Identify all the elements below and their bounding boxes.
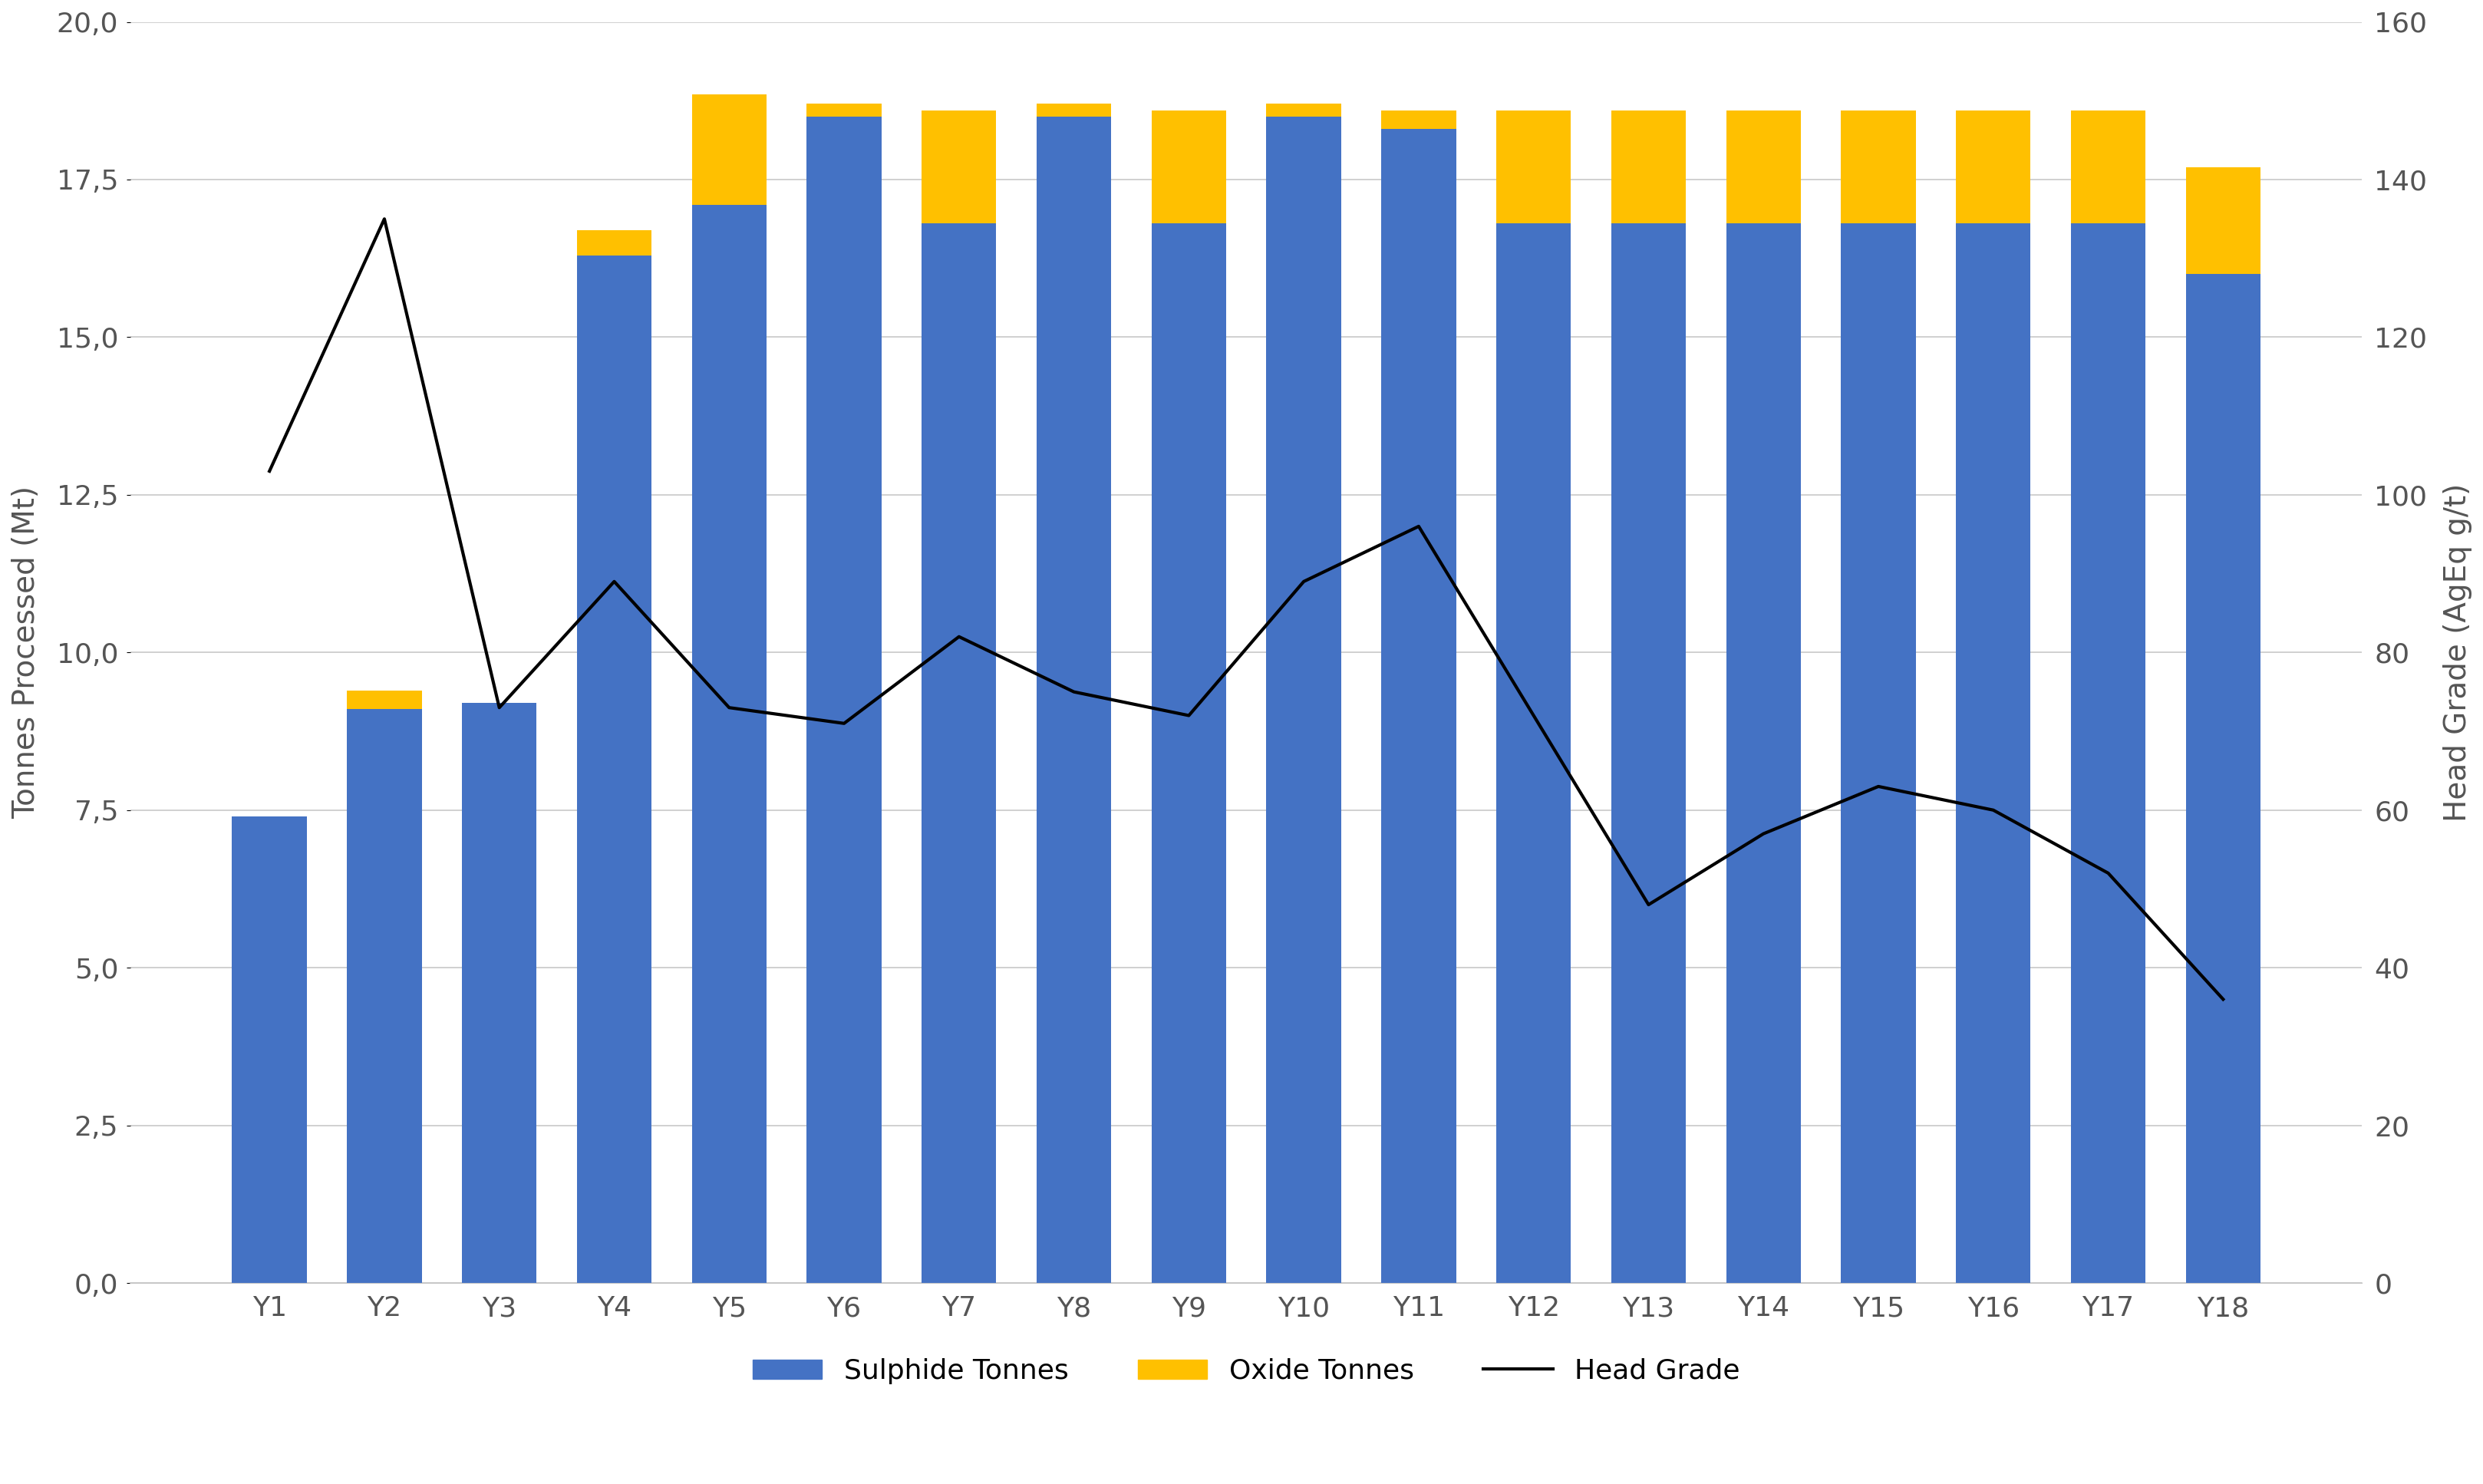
Bar (1266, 104, 1341, 116)
Bar (921, 110, 996, 224)
Bar (1266, 116, 1341, 1284)
Bar (1035, 104, 1110, 116)
Bar (1152, 110, 1227, 224)
Bar (2185, 275, 2260, 1284)
Bar (1611, 224, 1686, 1284)
Bar (1840, 110, 1914, 224)
Bar (1611, 110, 1686, 224)
Bar (462, 703, 536, 1284)
Bar (1381, 110, 1455, 129)
Bar (693, 205, 767, 1284)
Bar (693, 95, 767, 205)
Y-axis label: Head Grade (AgEq g/t): Head Grade (AgEq g/t) (2443, 484, 2471, 822)
Bar (2071, 110, 2145, 224)
Bar (1035, 116, 1110, 1284)
Bar (231, 816, 308, 1284)
Bar (1152, 224, 1227, 1284)
Legend: Sulphide Tonnes, Oxide Tonnes, Head Grade: Sulphide Tonnes, Oxide Tonnes, Head Grad… (740, 1347, 1751, 1395)
Bar (807, 104, 881, 116)
Bar (348, 690, 422, 709)
Bar (1954, 224, 2031, 1284)
Bar (576, 230, 651, 255)
Y-axis label: Tonnes Processed (Mt): Tonnes Processed (Mt) (12, 485, 40, 819)
Bar (1840, 224, 1914, 1284)
Bar (1726, 110, 1800, 224)
Bar (921, 224, 996, 1284)
Bar (807, 116, 881, 1284)
Bar (1495, 110, 1569, 224)
Bar (2185, 166, 2260, 275)
Bar (1954, 110, 2031, 224)
Bar (576, 255, 651, 1284)
Bar (1381, 129, 1455, 1284)
Bar (2071, 224, 2145, 1284)
Bar (348, 709, 422, 1284)
Bar (1726, 224, 1800, 1284)
Bar (1495, 224, 1569, 1284)
